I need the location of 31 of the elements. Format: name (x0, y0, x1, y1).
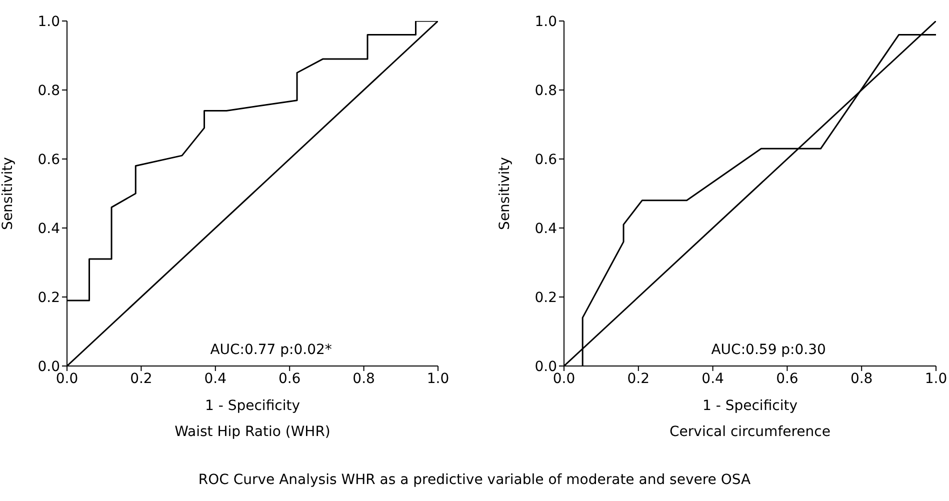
annotation: AUC:0.59 p:0.30 (710, 342, 827, 358)
annotation: AUC:0.77 p:0.02* (209, 342, 333, 358)
x-axis-title: 1 - Specificity (701, 398, 798, 414)
x-tick-label: 0.4 (702, 370, 724, 387)
y-tick-label: 0.4 (534, 220, 558, 237)
x-tick-label: 0.2 (627, 370, 650, 387)
x-axis-title: 1 - Specificity (204, 398, 301, 414)
x-tick-label: 0.0 (552, 370, 576, 387)
y-axis-title: Sensitivity (496, 157, 513, 230)
y-tick-label: 0.4 (38, 220, 60, 237)
y-tick-label: 0.8 (534, 82, 557, 99)
x-tick-label: 0.8 (352, 370, 375, 387)
y-tick-label: 0.2 (38, 290, 60, 306)
x-tick-label: 1.0 (924, 370, 948, 387)
text: Cervical circumference (668, 424, 832, 440)
x-tick-label: 0.4 (204, 370, 227, 387)
y-tick-label: 1.0 (38, 14, 60, 30)
y-tick-label: 1.0 (534, 14, 557, 30)
x-tick-label: 0.6 (278, 370, 301, 387)
x-tick-label: 1.0 (426, 370, 450, 387)
y-tick-label: 0.8 (38, 82, 60, 99)
y-tick-label: 0.2 (534, 290, 557, 306)
text: Waist Hip Ratio (WHR) (174, 424, 332, 440)
text: ROC Curve Analysis WHR as a predictive variable of moderate and severe OSA (197, 472, 752, 488)
y-tick-label: 0.6 (534, 152, 558, 168)
x-tick-label: 0.6 (776, 370, 798, 387)
x-tick-label: 0.8 (850, 370, 873, 387)
y-axis-title: Sensitivity (0, 157, 16, 230)
x-tick-label: 0.0 (56, 370, 78, 387)
y-tick-label: 0.6 (38, 152, 60, 168)
x-tick-label: 0.2 (130, 370, 152, 387)
